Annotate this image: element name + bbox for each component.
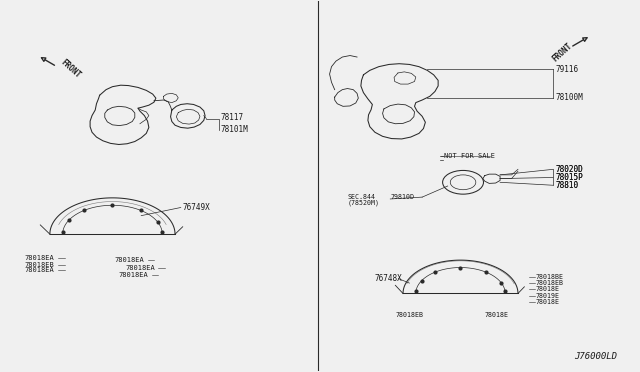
- Text: SEC.844: SEC.844: [348, 194, 376, 200]
- Text: (78520M): (78520M): [348, 199, 380, 206]
- Text: 79116: 79116: [555, 65, 578, 74]
- Text: 78019E: 78019E: [536, 293, 560, 299]
- Text: NOT FOR SALE: NOT FOR SALE: [444, 153, 495, 159]
- Text: 78018E: 78018E: [484, 312, 509, 318]
- Text: FRONT: FRONT: [551, 42, 574, 64]
- Text: 78018E: 78018E: [536, 299, 560, 305]
- Text: 78018EA: 78018EA: [125, 264, 155, 270]
- Text: 78810: 78810: [555, 181, 578, 190]
- Text: 78018EA: 78018EA: [119, 272, 148, 278]
- Text: 78018EA: 78018EA: [25, 267, 54, 273]
- Text: 78018EB: 78018EB: [25, 262, 54, 267]
- Text: 78100M: 78100M: [555, 93, 583, 102]
- Text: 78020D: 78020D: [555, 165, 583, 174]
- Text: J76000LD: J76000LD: [574, 352, 617, 361]
- Text: 78018EB: 78018EB: [536, 280, 564, 286]
- Text: 76749X: 76749X: [182, 203, 210, 212]
- Text: 78015P: 78015P: [555, 173, 583, 182]
- Text: FRONT: FRONT: [60, 58, 83, 80]
- Text: 78018BE: 78018BE: [536, 274, 564, 280]
- Text: 76748X: 76748X: [374, 274, 402, 283]
- Text: 79810D: 79810D: [390, 194, 414, 200]
- Text: 78101M: 78101M: [220, 125, 248, 134]
- Text: 78810: 78810: [555, 181, 578, 190]
- Text: 78015P: 78015P: [555, 173, 583, 182]
- Text: 78018EB: 78018EB: [396, 312, 423, 318]
- Text: 78018EA: 78018EA: [25, 255, 54, 261]
- Text: 78018E: 78018E: [536, 286, 560, 292]
- Text: 78020D: 78020D: [555, 165, 583, 174]
- Text: 78117: 78117: [220, 113, 243, 122]
- Text: 78018EA: 78018EA: [115, 257, 144, 263]
